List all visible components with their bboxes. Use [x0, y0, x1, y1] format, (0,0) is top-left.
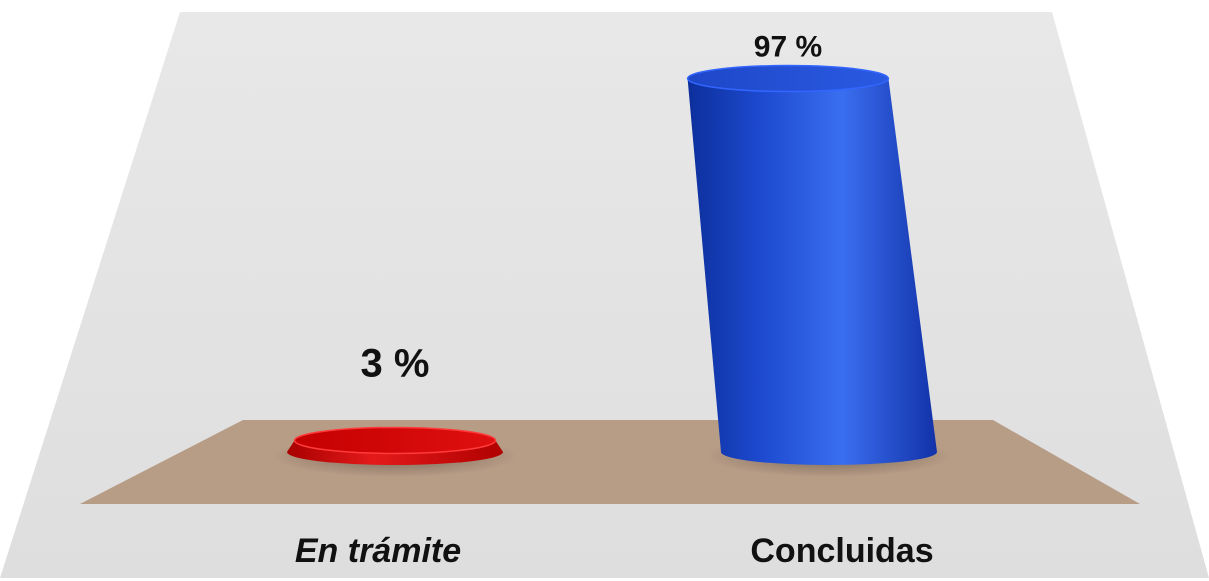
category-label-en-tr-mite: En trámite [295, 532, 461, 570]
chart-floor [80, 420, 1140, 504]
category-label-concluidas: Concluidas [750, 532, 933, 570]
bar-body-concluidas [687, 78, 937, 466]
data-label-en-tr-mite: 3 % [361, 341, 430, 385]
bar-en-tr-mite [287, 426, 503, 465]
data-label-concluidas: 97 % [754, 31, 822, 64]
bar-top-en-tr-mite [293, 426, 497, 455]
bar-concluidas [686, 64, 937, 466]
bar-top-concluidas [686, 64, 890, 93]
